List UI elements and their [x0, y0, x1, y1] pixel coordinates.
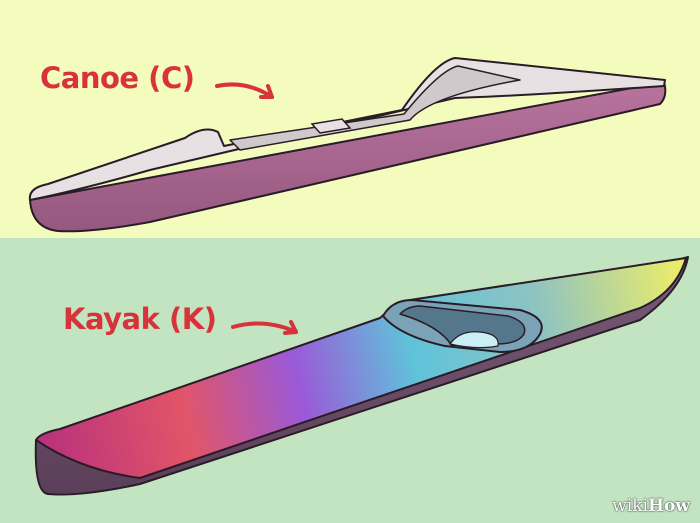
- kayak-seat: [448, 331, 499, 349]
- canoe-seat: [310, 118, 352, 134]
- kayak-illustration: [34, 256, 689, 496]
- kayak-deck: [35, 257, 687, 479]
- canoe-hull: [29, 81, 667, 233]
- logo-text-wiki: wiki: [612, 496, 648, 516]
- canoe-interior: [229, 65, 521, 151]
- canoe-deck: [28, 57, 666, 201]
- canoe-label: Canoe (C): [40, 61, 195, 95]
- logo-text-how: How: [647, 496, 690, 516]
- canoe-illustration: [28, 57, 667, 233]
- kayak-arrow-icon: [231, 320, 298, 335]
- wikihow-logo: wikiHow: [612, 498, 690, 515]
- kayak-label: Kayak (K): [63, 302, 217, 336]
- canoe-panel: Canoe (C): [0, 0, 700, 238]
- kayak-panel: Kayak (K): [0, 238, 700, 523]
- canoe-arrow-icon: [215, 82, 274, 99]
